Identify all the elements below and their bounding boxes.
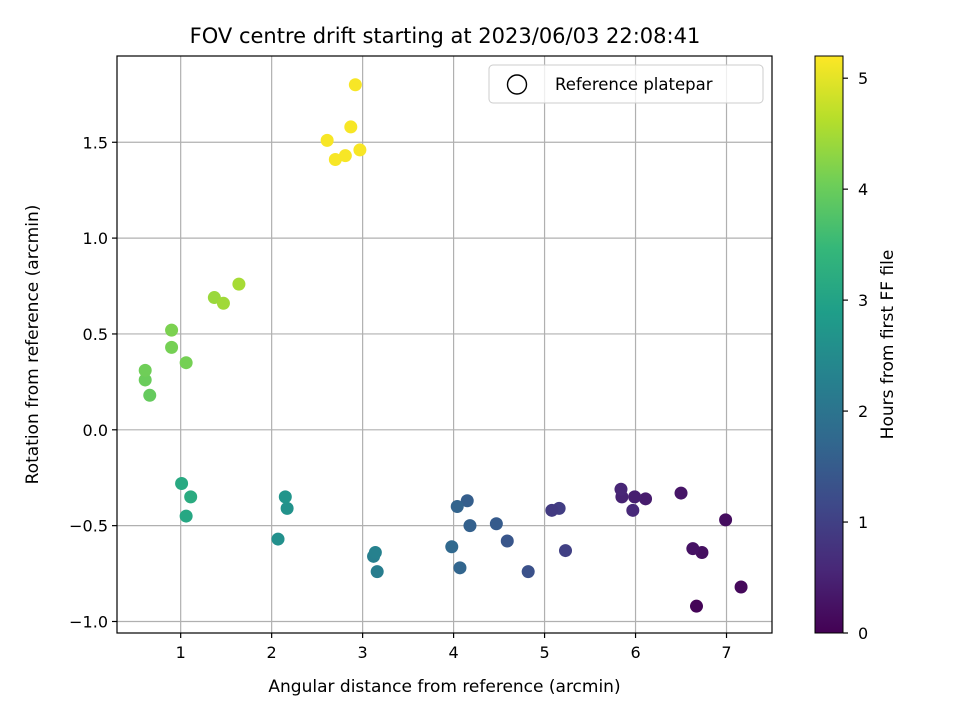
scatter-point — [686, 542, 700, 556]
y-tick-label: 0.0 — [83, 421, 108, 440]
scatter-point — [232, 277, 246, 291]
scatter-point — [348, 78, 362, 92]
scatter-point — [639, 492, 653, 506]
scatter-point — [138, 363, 152, 377]
colorbar-tick-label: 5 — [858, 69, 868, 88]
grid — [117, 56, 772, 633]
scatter-point — [184, 490, 198, 504]
x-tick-label: 2 — [267, 643, 277, 662]
colorbar-tick-label: 4 — [858, 180, 868, 199]
x-tick-label: 3 — [358, 643, 368, 662]
scatter-point — [521, 565, 535, 579]
scatter-point — [460, 494, 474, 508]
scatter-point — [614, 482, 628, 496]
scatter-point — [370, 565, 384, 579]
legend-label: Reference platepar — [555, 75, 713, 94]
y-tick-label: 1.5 — [83, 133, 108, 152]
scatter-point — [143, 388, 157, 402]
scatter-point — [165, 340, 179, 354]
colorbar: 0 1 2 3 4 5 Hours from first FF file — [814, 55, 898, 643]
scatter-point — [179, 509, 193, 523]
colorbar-ticks: 0 1 2 3 4 5 — [843, 69, 868, 643]
x-tick-label: 7 — [721, 643, 731, 662]
scatter-point — [216, 296, 230, 310]
x-axis-label: Angular distance from reference (arcmin) — [268, 677, 620, 697]
scatter-point — [138, 373, 152, 387]
legend-box — [488, 64, 764, 104]
scatter-point — [453, 561, 467, 575]
y-ticks: 1.5 1.0 0.5 0.0 −0.5 −1.0 — [69, 133, 117, 631]
colorbar-tick-label: 3 — [858, 291, 868, 310]
scatter-point — [500, 534, 514, 548]
scatter-point — [689, 599, 703, 613]
legend-open-circle-marker — [506, 74, 528, 95]
x-ticks: 1 2 3 4 5 6 7 — [176, 633, 732, 662]
chart-title: FOV centre drift starting at 2023/06/03 … — [190, 24, 701, 48]
scatter-point — [545, 503, 559, 517]
scatter-point — [445, 540, 459, 554]
scatter-point — [175, 476, 189, 490]
scatter-point — [344, 120, 358, 134]
colorbar-tick-label: 2 — [858, 402, 868, 421]
legend: Reference platepar — [488, 64, 764, 104]
scatter-point — [489, 517, 503, 531]
scatter-point — [353, 143, 367, 157]
x-tick-label: 4 — [449, 643, 459, 662]
colorbar-label: Hours from first FF file — [878, 250, 898, 440]
scatter-point — [463, 519, 477, 533]
y-tick-label: 0.5 — [83, 325, 108, 344]
plot-frame — [116, 55, 773, 634]
colorbar-tick-label: 1 — [858, 513, 868, 532]
scatter-point — [320, 133, 334, 147]
points — [138, 78, 748, 613]
scatter-point — [179, 356, 193, 370]
scatter-point — [338, 149, 352, 163]
scatter-point — [628, 490, 642, 504]
scatter-point — [450, 499, 464, 513]
y-tick-label: −0.5 — [69, 517, 108, 536]
y-axis-label: Rotation from reference (arcmin) — [23, 205, 43, 485]
x-tick-label: 6 — [630, 643, 640, 662]
colorbar-gradient — [814, 55, 844, 634]
scatter-point — [165, 323, 179, 337]
scatter-point — [328, 153, 342, 167]
x-tick-label: 5 — [539, 643, 549, 662]
y-tick-label: −1.0 — [69, 612, 108, 631]
colorbar-tick-label: 0 — [858, 624, 868, 643]
scatter-point — [674, 486, 688, 500]
scatter-point — [626, 503, 640, 517]
x-tick-label: 1 — [176, 643, 186, 662]
scatter-point — [278, 490, 292, 504]
scatter-point — [271, 532, 285, 546]
scatter-point — [719, 513, 733, 527]
y-tick-label: 1.0 — [83, 229, 108, 248]
scatter-point — [734, 580, 748, 594]
scatter-point — [280, 501, 294, 515]
scatter-point — [558, 544, 572, 558]
scatter-point — [368, 545, 382, 559]
